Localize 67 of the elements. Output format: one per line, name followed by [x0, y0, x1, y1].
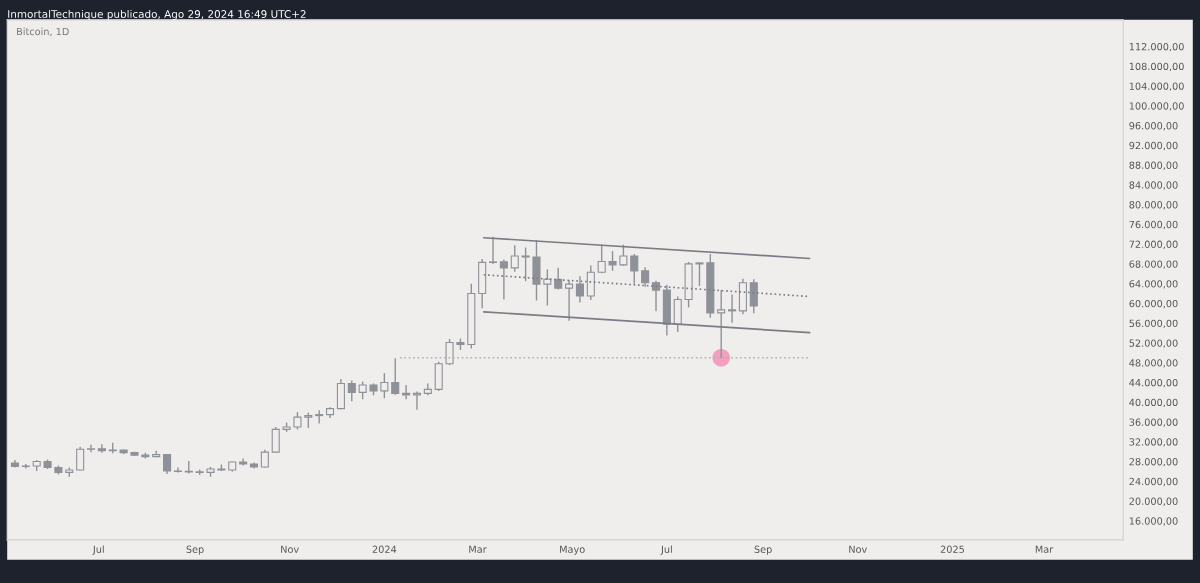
candlestick: [565, 279, 574, 322]
y-tick-label: 68.000,00: [1129, 260, 1178, 269]
candlestick: [695, 261, 704, 287]
candlestick: [641, 266, 650, 288]
candlestick: [521, 246, 530, 282]
candlestick: [728, 293, 737, 324]
x-tick-label: Nov: [849, 545, 867, 553]
candlestick: [575, 275, 584, 304]
candlestick: [608, 250, 617, 272]
candlestick: [651, 280, 661, 313]
x-tick-label: Mayo: [560, 545, 585, 555]
y-tick-label: 100.000,00: [1129, 102, 1184, 111]
candlestick: [717, 289, 726, 359]
y-tick-label: 112.000,00: [1129, 42, 1184, 52]
candlestick: [86, 444, 96, 453]
candlestick: [499, 258, 508, 301]
candlestick: [597, 243, 606, 274]
y-tick-label: 20.000,00: [1129, 497, 1178, 506]
candlestick: [630, 253, 639, 285]
y-tick-label: 48.000,00: [1129, 359, 1178, 368]
y-tick-label: 108.000,00: [1129, 62, 1184, 72]
y-tick-label: 72.000,00: [1129, 240, 1178, 249]
y-tick-label: 16.000,00: [1129, 517, 1178, 526]
y-tick-label: 84.000,00: [1129, 181, 1178, 190]
candlestick: [163, 453, 172, 475]
y-tick-label: 92.000,00: [1129, 141, 1178, 151]
x-tick-label: Mar: [1035, 545, 1054, 553]
y-tick-label: 64.000,00: [1129, 280, 1178, 289]
x-tick-label: 2025: [940, 545, 964, 553]
y-tick-label: 76.000,00: [1129, 220, 1178, 230]
candlestick: [749, 278, 758, 315]
candlestick: [510, 244, 519, 273]
candlestick: [554, 267, 563, 291]
candlestick: [445, 338, 454, 366]
y-tick-label: 96.000,00: [1129, 122, 1178, 131]
x-tick-label: Mar: [469, 545, 487, 553]
candlestick: [347, 379, 356, 402]
x-tick-label: Sep: [186, 545, 204, 555]
x-tick-label: Nov: [281, 545, 299, 553]
candlestick: [97, 443, 106, 454]
candlestick: [271, 426, 280, 454]
y-tick-label: 44.000,00: [1129, 378, 1178, 388]
text: Bitcoin, 1D: [17, 27, 69, 37]
candlestick: [315, 409, 324, 425]
y-tick-label: 60.000,00: [1129, 299, 1178, 309]
y-tick-label: 56.000,00: [1129, 319, 1178, 329]
y-tick-label: 104.000,00: [1129, 82, 1184, 91]
y-tick-label: 36.000,00: [1129, 418, 1178, 427]
candlestick: [488, 236, 498, 265]
y-tick-label: 88.000,00: [1129, 161, 1178, 170]
y-tick-label: 40.000,00: [1129, 398, 1178, 408]
candlestick: [619, 243, 628, 267]
annotation: InmortalTechnique publicado, Ago 29, 2024 16:49 UTC+2: [8, 9, 306, 20]
y-tick-label: 80.000,00: [1129, 201, 1178, 210]
x-tick-label: Jul: [660, 545, 672, 555]
x-tick-label: Sep: [754, 545, 772, 555]
y-tick-label: 24.000,00: [1129, 477, 1178, 487]
y-tick-label: 52.000,00: [1129, 339, 1178, 348]
candlestick: [76, 446, 85, 472]
x-tick-label: 2024: [372, 545, 397, 553]
candlestick: [586, 264, 595, 301]
candlestick: [391, 357, 400, 396]
candlestick: [543, 268, 552, 307]
x-tick-label: Jul: [92, 545, 104, 555]
y-tick-label: 32.000,00: [1129, 438, 1178, 447]
y-tick-label: 28.000,00: [1129, 458, 1178, 467]
candlestick: [380, 372, 389, 399]
